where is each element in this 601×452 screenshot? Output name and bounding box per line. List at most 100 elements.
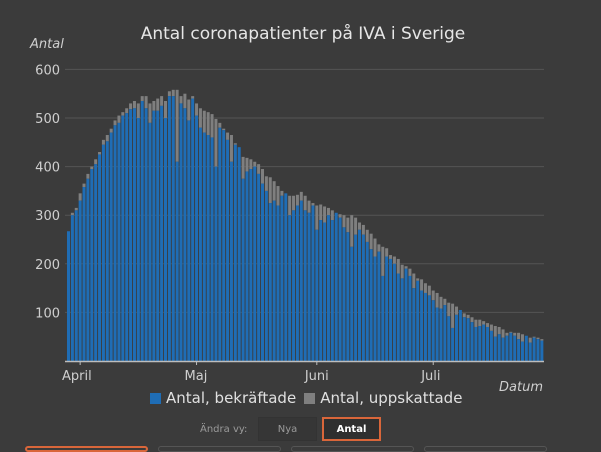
bar-confirmed: [478, 326, 482, 361]
bar-estimated: [70, 212, 74, 216]
bar-confirmed: [74, 210, 78, 361]
bar-confirmed: [431, 300, 435, 361]
bar-estimated: [164, 100, 167, 118]
bar-confirmed: [90, 169, 94, 361]
bar-confirmed: [175, 161, 179, 361]
bar-estimated: [222, 128, 226, 131]
view-label: Ändra vy:: [200, 423, 248, 435]
bar-estimated: [326, 207, 330, 216]
bar-estimated: [489, 324, 493, 331]
bar-estimated: [373, 238, 377, 257]
bar-confirmed: [501, 337, 505, 361]
bar-estimated: [319, 204, 323, 221]
bar-confirmed: [233, 144, 237, 361]
bar-estimated: [156, 98, 160, 111]
bar-estimated: [501, 329, 505, 338]
bar-confirmed: [152, 110, 156, 362]
bar-confirmed: [125, 113, 129, 361]
bar-confirmed: [338, 217, 342, 361]
bar-estimated: [323, 206, 327, 223]
bar-confirmed: [140, 100, 144, 362]
bar-estimated: [462, 313, 466, 318]
bar-estimated: [423, 283, 427, 293]
bar-confirmed: [222, 130, 226, 361]
bar-confirmed: [474, 326, 478, 361]
bar-estimated: [98, 152, 102, 155]
bar-estimated: [303, 195, 307, 211]
bar-estimated: [144, 96, 148, 109]
bar-confirmed: [513, 335, 517, 361]
bar-confirmed: [191, 98, 195, 361]
bar-confirmed: [420, 290, 424, 361]
bar-confirmed: [346, 232, 350, 361]
bar-confirmed: [132, 108, 136, 361]
bar-confirmed: [253, 166, 257, 361]
bar-estimated: [148, 103, 152, 123]
x-tick-label: Juni: [304, 369, 329, 384]
view-switcher: Ändra vy: Nya Antal: [200, 417, 386, 441]
tab-1[interactable]: [25, 446, 148, 452]
view-new-button[interactable]: Nya: [258, 417, 317, 441]
tab-4[interactable]: [424, 446, 547, 452]
bar-estimated: [455, 306, 458, 315]
bar-confirmed: [389, 258, 393, 361]
bar-confirmed: [303, 210, 307, 361]
bar-confirmed: [319, 220, 323, 361]
bar-confirmed: [315, 229, 319, 361]
bar-confirmed: [210, 137, 214, 361]
bar-confirmed: [109, 132, 113, 361]
bar-estimated: [226, 132, 230, 140]
bar-confirmed: [365, 241, 369, 361]
bar-confirmed: [307, 212, 311, 361]
bar-confirmed: [121, 115, 125, 361]
bar-estimated: [330, 210, 334, 221]
bar-confirmed: [470, 322, 474, 361]
bar-confirmed: [443, 305, 447, 361]
bar-estimated: [86, 173, 90, 179]
bar-estimated: [94, 159, 98, 165]
bar-estimated: [381, 246, 385, 276]
bar-estimated: [90, 166, 94, 170]
x-tick-label: Maj: [185, 369, 208, 384]
bar-estimated: [187, 99, 191, 121]
bar-confirmed: [288, 215, 292, 361]
bar-confirmed: [276, 205, 280, 361]
bar-confirmed: [144, 108, 148, 361]
bar-confirmed: [536, 339, 540, 361]
bar-confirmed: [206, 135, 210, 361]
bar-confirmed: [323, 222, 327, 361]
bar-confirmed: [105, 141, 109, 361]
tab-3[interactable]: [291, 446, 414, 452]
tab-2[interactable]: [158, 446, 281, 452]
legend-label-estimated: Antal, uppskattade: [320, 389, 463, 407]
bar-estimated: [466, 314, 470, 319]
bar-confirmed: [447, 316, 451, 361]
bar-confirmed: [86, 178, 90, 361]
bar-confirmed: [284, 193, 288, 361]
bar-confirmed: [497, 334, 501, 361]
bar-confirmed: [229, 161, 233, 361]
bar-estimated: [486, 323, 490, 327]
bar-estimated: [447, 302, 451, 317]
bar-confirmed: [493, 336, 497, 361]
bar-confirmed: [439, 308, 443, 361]
bar-confirmed: [505, 335, 509, 361]
bar-confirmed: [78, 200, 82, 361]
view-count-button[interactable]: Antal: [322, 417, 381, 441]
bar-confirmed: [482, 324, 486, 361]
bar-estimated: [451, 303, 455, 328]
bar-estimated: [117, 115, 121, 123]
bar-confirmed: [101, 144, 105, 361]
bar-confirmed: [129, 109, 133, 361]
bar-estimated: [412, 273, 416, 289]
bar-confirmed: [195, 115, 199, 361]
bar-estimated: [520, 334, 524, 342]
bar-estimated: [113, 120, 117, 126]
bar-confirmed: [82, 187, 86, 361]
bar-estimated: [229, 135, 233, 162]
bar-estimated: [206, 112, 210, 136]
bar-confirmed: [392, 263, 396, 361]
bar-confirmed: [98, 154, 102, 361]
x-tick-label: Juli: [420, 369, 440, 384]
